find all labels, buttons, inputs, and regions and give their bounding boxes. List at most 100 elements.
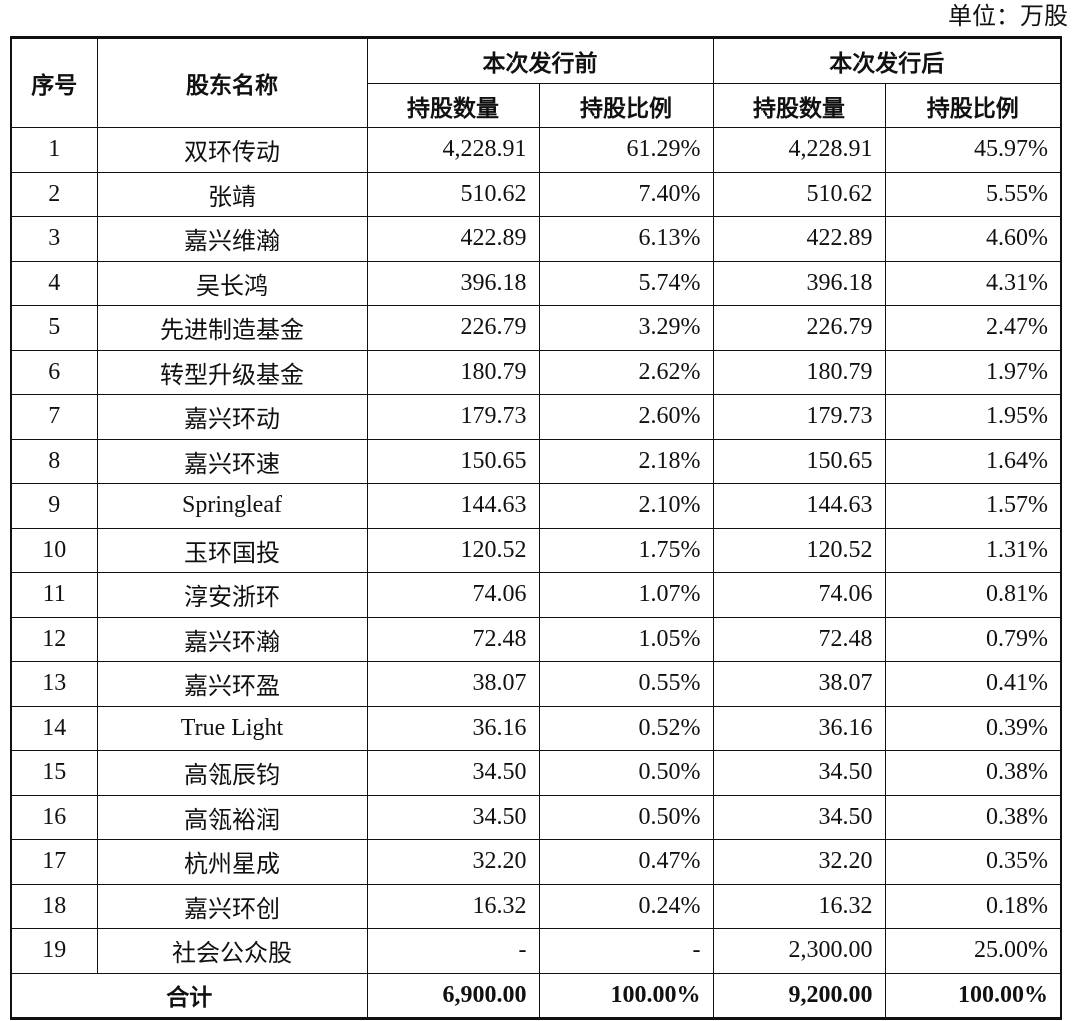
cell-before-shares: 179.73	[366, 394, 540, 440]
cell-before-shares: 72.48	[366, 616, 540, 662]
cell-before-ratio: 0.52%	[538, 705, 714, 751]
total-before-shares: 6,900.00	[366, 972, 540, 1019]
cell-shareholder-name: Springleaf	[96, 483, 368, 529]
header-index: 序号	[10, 37, 98, 128]
cell-before-ratio: -	[538, 928, 714, 974]
cell-after-shares: 120.52	[712, 527, 886, 573]
cell-before-ratio: 61.29%	[538, 127, 714, 173]
cell-after-shares: 422.89	[712, 216, 886, 262]
cell-before-ratio: 0.47%	[538, 839, 714, 885]
total-row: 合计 6,900.00 100.00% 9,200.00 100.00%	[10, 972, 1062, 1019]
cell-before-shares: 38.07	[366, 661, 540, 707]
table-row: 8 嘉兴环速 150.65 2.18% 150.65 1.64%	[10, 438, 1062, 484]
table-row: 1 双环传动 4,228.91 61.29% 4,228.91 45.97%	[10, 127, 1062, 173]
cell-index: 12	[10, 616, 98, 662]
cell-after-shares: 36.16	[712, 705, 886, 751]
cell-index: 18	[10, 883, 98, 929]
cell-shareholder-name: True Light	[96, 705, 368, 751]
cell-index: 15	[10, 750, 98, 796]
cell-before-shares: -	[366, 928, 540, 974]
cell-before-shares: 34.50	[366, 794, 540, 840]
cell-after-shares: 34.50	[712, 750, 886, 796]
table-row: 7 嘉兴环动 179.73 2.60% 179.73 1.95%	[10, 394, 1062, 440]
cell-before-shares: 120.52	[366, 527, 540, 573]
cell-after-shares: 396.18	[712, 260, 886, 306]
cell-before-shares: 226.79	[366, 305, 540, 351]
cell-shareholder-name: 张靖	[96, 171, 368, 217]
cell-before-ratio: 0.24%	[538, 883, 714, 929]
cell-after-shares: 34.50	[712, 794, 886, 840]
cell-after-ratio: 4.60%	[884, 216, 1062, 262]
cell-before-ratio: 2.10%	[538, 483, 714, 529]
cell-before-ratio: 2.60%	[538, 394, 714, 440]
cell-before-shares: 396.18	[366, 260, 540, 306]
header-after-shares: 持股数量	[712, 83, 886, 128]
cell-shareholder-name: 嘉兴维瀚	[96, 216, 368, 262]
cell-shareholder-name: 高瓴辰钧	[96, 750, 368, 796]
cell-index: 3	[10, 216, 98, 262]
total-before-ratio: 100.00%	[538, 972, 714, 1019]
table-row: 2 张靖 510.62 7.40% 510.62 5.55%	[10, 171, 1062, 217]
table-row: 18 嘉兴环创 16.32 0.24% 16.32 0.18%	[10, 883, 1062, 929]
cell-shareholder-name: 吴长鸿	[96, 260, 368, 306]
cell-before-ratio: 7.40%	[538, 171, 714, 217]
cell-before-ratio: 2.18%	[538, 438, 714, 484]
cell-before-shares: 32.20	[366, 839, 540, 885]
cell-after-ratio: 2.47%	[884, 305, 1062, 351]
cell-index: 1	[10, 127, 98, 173]
cell-index: 19	[10, 928, 98, 974]
cell-after-shares: 4,228.91	[712, 127, 886, 173]
table-row: 17 杭州星成 32.20 0.47% 32.20 0.35%	[10, 839, 1062, 885]
unit-label: 单位：万股	[948, 4, 1068, 30]
cell-index: 10	[10, 527, 98, 573]
cell-before-shares: 16.32	[366, 883, 540, 929]
cell-after-ratio: 1.57%	[884, 483, 1062, 529]
cell-after-shares: 72.48	[712, 616, 886, 662]
table-row: 5 先进制造基金 226.79 3.29% 226.79 2.47%	[10, 305, 1062, 351]
cell-before-shares: 180.79	[366, 349, 540, 395]
cell-before-ratio: 1.75%	[538, 527, 714, 573]
cell-before-ratio: 1.05%	[538, 616, 714, 662]
cell-shareholder-name: 玉环国投	[96, 527, 368, 573]
table-row: 13 嘉兴环盈 38.07 0.55% 38.07 0.41%	[10, 661, 1062, 707]
cell-before-shares: 4,228.91	[366, 127, 540, 173]
cell-before-ratio: 1.07%	[538, 572, 714, 618]
header-after: 本次发行后	[712, 37, 1062, 84]
cell-after-ratio: 0.18%	[884, 883, 1062, 929]
cell-after-shares: 150.65	[712, 438, 886, 484]
cell-after-ratio: 0.81%	[884, 572, 1062, 618]
cell-after-ratio: 45.97%	[884, 127, 1062, 173]
header-before-ratio: 持股比例	[538, 83, 714, 128]
table-row: 16 高瓴裕润 34.50 0.50% 34.50 0.38%	[10, 794, 1062, 840]
cell-after-shares: 179.73	[712, 394, 886, 440]
cell-shareholder-name: 淳安浙环	[96, 572, 368, 618]
cell-shareholder-name: 杭州星成	[96, 839, 368, 885]
total-after-shares: 9,200.00	[712, 972, 886, 1019]
cell-after-ratio: 1.64%	[884, 438, 1062, 484]
cell-shareholder-name: 先进制造基金	[96, 305, 368, 351]
header-after-ratio: 持股比例	[884, 83, 1062, 128]
cell-shareholder-name: 嘉兴环盈	[96, 661, 368, 707]
cell-before-shares: 34.50	[366, 750, 540, 796]
cell-after-ratio: 1.31%	[884, 527, 1062, 573]
cell-index: 4	[10, 260, 98, 306]
cell-index: 17	[10, 839, 98, 885]
cell-shareholder-name: 双环传动	[96, 127, 368, 173]
table-row: 10 玉环国投 120.52 1.75% 120.52 1.31%	[10, 527, 1062, 573]
cell-before-shares: 150.65	[366, 438, 540, 484]
cell-after-shares: 226.79	[712, 305, 886, 351]
cell-before-shares: 422.89	[366, 216, 540, 262]
cell-index: 8	[10, 438, 98, 484]
cell-index: 7	[10, 394, 98, 440]
cell-after-ratio: 0.79%	[884, 616, 1062, 662]
cell-before-ratio: 0.50%	[538, 794, 714, 840]
table-row: 14 True Light 36.16 0.52% 36.16 0.39%	[10, 705, 1062, 751]
cell-after-shares: 144.63	[712, 483, 886, 529]
table-row: 19 社会公众股 - -2,300.00 25.00%	[10, 928, 1062, 974]
cell-before-ratio: 6.13%	[538, 216, 714, 262]
table-row: 12 嘉兴环瀚 72.48 1.05% 72.48 0.79%	[10, 616, 1062, 662]
cell-index: 2	[10, 171, 98, 217]
cell-before-shares: 74.06	[366, 572, 540, 618]
cell-index: 14	[10, 705, 98, 751]
cell-after-shares: 510.62	[712, 171, 886, 217]
